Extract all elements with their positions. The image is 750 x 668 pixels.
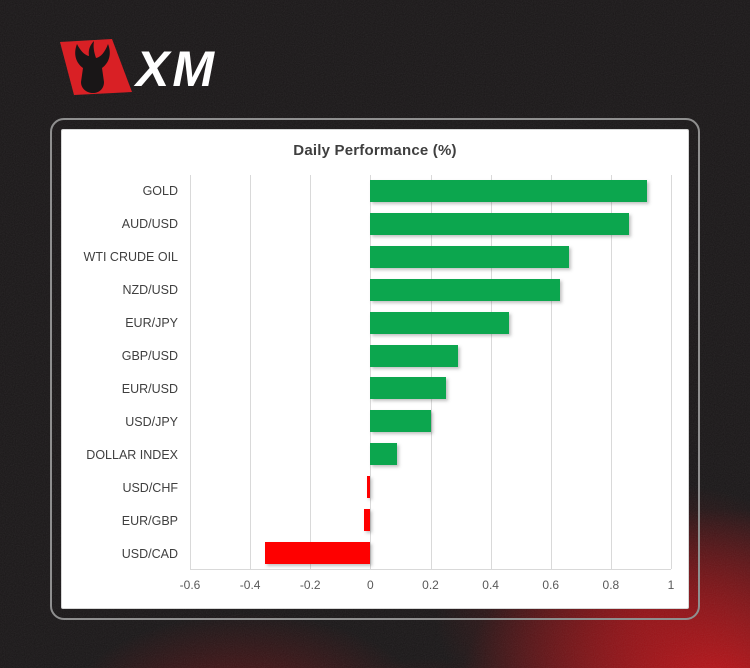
category-label: EUR/JPY bbox=[125, 316, 178, 331]
bar-row bbox=[190, 306, 671, 339]
performance-bar bbox=[364, 508, 371, 531]
category-label: WTI CRUDE OIL bbox=[83, 250, 178, 265]
x-tick-label: 0.2 bbox=[422, 578, 439, 592]
category-label: EUR/USD bbox=[121, 381, 178, 396]
x-tick-label: 0.6 bbox=[542, 578, 560, 592]
category-label: AUD/USD bbox=[121, 217, 178, 232]
bar-row bbox=[190, 503, 671, 536]
performance-bar bbox=[370, 377, 446, 400]
performance-bar bbox=[370, 410, 431, 433]
category-label: USD/CHF bbox=[122, 480, 178, 495]
plot-area bbox=[190, 175, 672, 570]
category-axis: GOLD AUD/USD WTI CRUDE OIL NZD/USD EUR/JPY GB… bbox=[62, 175, 178, 570]
chart-card: Daily Performance (%) GOLD AUD/USD WTI CRU… bbox=[50, 118, 700, 620]
bar-row bbox=[190, 339, 671, 372]
chart-panel: Daily Performance (%) GOLD AUD/USD WTI CRU… bbox=[61, 129, 689, 609]
category-label: DOLLAR INDEX bbox=[86, 447, 178, 462]
x-tick-label: 0.4 bbox=[482, 578, 499, 592]
bar-row bbox=[190, 208, 671, 241]
bar-row bbox=[190, 273, 671, 306]
xm-logo: XM bbox=[60, 39, 217, 97]
bar-row bbox=[190, 372, 671, 405]
x-tick-label: -0.2 bbox=[299, 578, 321, 592]
performance-bar bbox=[367, 475, 371, 498]
performance-bar bbox=[370, 278, 560, 301]
x-tick-label: 0 bbox=[367, 578, 374, 592]
bar-rows bbox=[190, 175, 671, 569]
x-tick-label: 0.8 bbox=[602, 578, 620, 592]
category-label: USD/JPY bbox=[125, 414, 178, 429]
gridline bbox=[671, 175, 672, 569]
bar-row bbox=[190, 438, 671, 471]
x-tick-label: -0.4 bbox=[239, 578, 261, 592]
performance-bar bbox=[370, 344, 458, 367]
performance-bar bbox=[370, 443, 398, 466]
bar-row bbox=[190, 470, 671, 503]
bar-row bbox=[190, 405, 671, 438]
x-axis: -0.6 -0.4 -0.2 0 0.2 0.4 0.6 0.8 1 bbox=[180, 578, 675, 596]
bar-row bbox=[190, 241, 671, 274]
category-label: GBP/USD bbox=[121, 349, 178, 364]
category-label: GOLD bbox=[142, 184, 178, 199]
performance-bar bbox=[370, 311, 509, 334]
performance-bar bbox=[370, 246, 569, 269]
bar-row bbox=[190, 175, 671, 208]
chart-title: Daily Performance (%) bbox=[293, 142, 457, 159]
bar-row bbox=[190, 536, 671, 569]
xm-logo-text: XM bbox=[133, 41, 217, 97]
x-tick-label: 1 bbox=[667, 578, 675, 592]
category-label: USD/CAD bbox=[121, 546, 178, 561]
category-label: NZD/USD bbox=[122, 283, 178, 298]
performance-bar bbox=[265, 541, 371, 564]
performance-bar bbox=[370, 180, 647, 203]
category-label: EUR/GBP bbox=[121, 513, 178, 528]
performance-bar bbox=[370, 213, 629, 236]
x-tick-label: -0.6 bbox=[179, 578, 201, 592]
